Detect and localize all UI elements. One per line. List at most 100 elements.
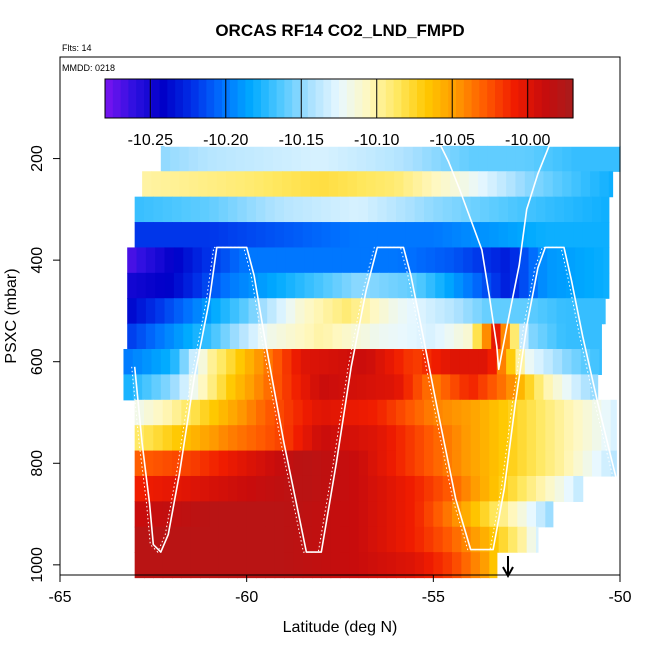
- heatmap-cell: [145, 298, 156, 325]
- heatmap-cell: [323, 247, 334, 274]
- heatmap-cell: [144, 475, 154, 502]
- surface-marker: [502, 556, 514, 579]
- y-tick-label: 800: [29, 450, 46, 477]
- heatmap-cell: [481, 323, 492, 350]
- heatmap-cell: [414, 501, 425, 528]
- colorbar-swatch: [393, 79, 402, 118]
- heatmap-cell: [405, 450, 416, 477]
- heatmap-cell: [256, 399, 266, 426]
- heatmap-cell: [302, 425, 313, 452]
- heatmap-cell: [554, 196, 565, 223]
- heatmap-cell: [472, 298, 483, 325]
- heatmap-cell: [302, 196, 313, 223]
- heatmap-cell: [151, 171, 162, 198]
- heatmap-cell: [254, 171, 265, 198]
- colorbar-swatch: [362, 79, 371, 118]
- heatmap-cell: [304, 298, 315, 325]
- heatmap-cell: [211, 323, 222, 350]
- colorbar-swatch: [128, 79, 137, 118]
- heatmap-cell: [534, 349, 545, 375]
- heatmap-cell: [256, 450, 266, 477]
- colorbar-swatch: [409, 79, 418, 118]
- heatmap-cell: [491, 323, 502, 350]
- heatmap-cell: [536, 501, 546, 528]
- colorbar-swatch: [307, 79, 317, 118]
- heatmap-cell: [145, 323, 156, 350]
- heatmap-cell: [282, 349, 293, 375]
- heatmap-cell: [470, 425, 481, 452]
- heatmap-cell: [489, 450, 500, 477]
- heatmap-cell: [200, 399, 210, 426]
- heatmap-cell: [452, 526, 462, 553]
- heatmap-cell: [547, 247, 558, 274]
- heatmap-cell: [358, 475, 369, 502]
- heatmap-cell: [543, 349, 554, 375]
- heatmap-cell: [274, 526, 285, 553]
- x-axis-title: Latitude (deg N): [283, 619, 398, 636]
- heatmap-cell: [235, 349, 246, 375]
- colorbar-swatch: [112, 79, 122, 118]
- heatmap-cell: [526, 399, 537, 426]
- heatmap-cell: [330, 552, 341, 579]
- heatmap-cell: [319, 171, 330, 198]
- heatmap-cell: [207, 374, 218, 401]
- heatmap-cell: [526, 425, 537, 452]
- colorbar-swatch: [557, 79, 566, 118]
- heatmap-cell: [468, 171, 479, 198]
- heatmap-cell: [481, 272, 492, 299]
- heatmap-cell: [293, 222, 304, 249]
- heatmap-cell: [164, 272, 175, 299]
- heatmap-cell: [470, 450, 481, 477]
- heatmap-cell: [144, 222, 154, 249]
- heatmap-cell: [188, 374, 199, 401]
- heatmap-cell: [366, 171, 377, 198]
- heatmap-cell: [349, 450, 360, 477]
- heatmap-cell: [358, 196, 369, 223]
- heatmap-cell: [246, 450, 257, 477]
- heatmap-cell: [284, 552, 294, 579]
- heatmap-cell: [164, 247, 175, 274]
- heatmap-cell: [229, 247, 240, 274]
- heatmap-cell: [536, 475, 546, 502]
- heatmap-cell: [134, 425, 145, 452]
- heatmap-cell: [263, 171, 274, 198]
- heatmap-cell: [431, 171, 442, 198]
- heatmap-cell: [545, 450, 556, 477]
- heatmap-cell: [397, 247, 408, 274]
- heatmap-cell: [394, 145, 405, 172]
- heatmap-cell: [491, 298, 502, 325]
- heatmap-cell: [162, 552, 173, 579]
- heatmap-cell: [218, 399, 229, 426]
- heatmap-cell: [293, 475, 304, 502]
- heatmap-cell: [552, 349, 563, 375]
- y-axis-title: PSXC (mbar): [3, 268, 20, 363]
- heatmap-cell: [256, 425, 266, 452]
- heatmap-cell: [218, 526, 229, 553]
- heatmap-cell: [515, 374, 526, 401]
- heatmap-cell: [433, 526, 444, 553]
- heatmap-cell: [142, 171, 153, 198]
- heatmap-cell: [321, 450, 332, 477]
- heatmap-cell: [405, 425, 416, 452]
- colorbar-frame: [104, 78, 574, 119]
- heatmap-cell: [480, 501, 490, 528]
- heatmap-cell: [366, 145, 377, 172]
- heatmap-cell: [162, 450, 173, 477]
- heatmap-cell: [519, 298, 530, 325]
- heatmap-cell: [155, 247, 166, 274]
- heatmap-cell: [480, 222, 490, 249]
- heatmap-cell: [172, 526, 182, 553]
- heatmap-cell: [554, 222, 565, 249]
- heatmap-cell: [384, 349, 395, 375]
- heatmap-cell: [450, 374, 461, 401]
- date-annotation: MMDD: 0218: [62, 63, 115, 73]
- heatmap-cell: [368, 552, 378, 579]
- heatmap-cell: [153, 222, 164, 249]
- heatmap-cell: [463, 272, 474, 299]
- colorbar-swatch: [354, 79, 363, 118]
- x-tick-label: -55: [422, 589, 445, 606]
- heatmap-cell: [377, 196, 388, 223]
- heatmap-cell: [545, 501, 554, 528]
- heatmap-cell: [237, 526, 248, 553]
